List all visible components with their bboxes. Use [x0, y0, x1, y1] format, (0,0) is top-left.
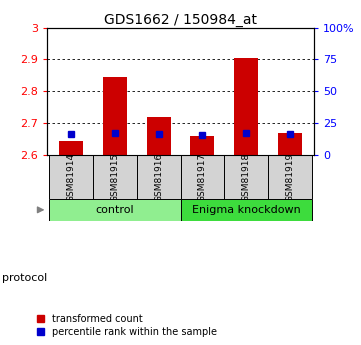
Text: control: control	[96, 205, 134, 215]
Bar	[103, 77, 127, 155]
Text: GSM81917: GSM81917	[198, 152, 207, 201]
Bar	[49, 199, 180, 221]
Text: GSM81919: GSM81919	[286, 152, 295, 201]
Bar	[137, 155, 180, 199]
Bar	[49, 155, 93, 199]
Bar	[234, 58, 258, 155]
Text: GSM81916: GSM81916	[154, 152, 163, 201]
Bar	[93, 155, 137, 199]
Text: protocol: protocol	[2, 273, 47, 283]
Bar	[190, 136, 214, 155]
Bar	[224, 155, 268, 199]
Text: GSM81918: GSM81918	[242, 152, 251, 201]
Text: GSM81915: GSM81915	[110, 152, 119, 201]
Bar	[268, 155, 312, 199]
Text: GSM81914: GSM81914	[66, 152, 75, 201]
Legend: transformed count, percentile rank within the sample: transformed count, percentile rank withi…	[37, 314, 217, 337]
Bar	[180, 155, 224, 199]
Bar	[180, 199, 312, 221]
Text: Enigma knockdown: Enigma knockdown	[192, 205, 301, 215]
Bar	[59, 141, 83, 155]
Title: GDS1662 / 150984_at: GDS1662 / 150984_at	[104, 12, 257, 27]
Bar	[147, 117, 171, 155]
Bar	[278, 134, 302, 155]
